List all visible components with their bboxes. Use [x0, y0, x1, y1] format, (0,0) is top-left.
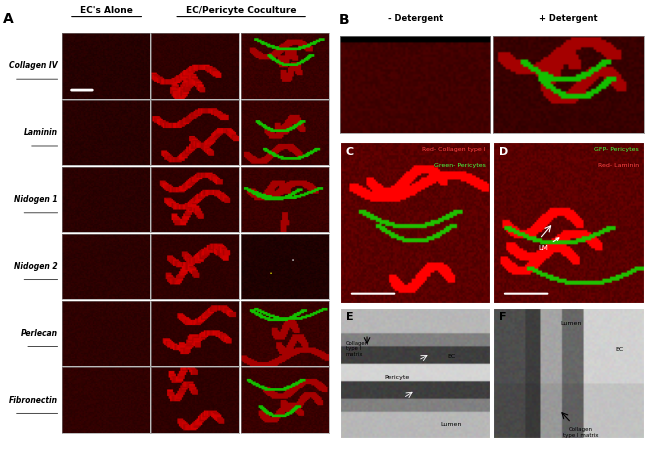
Text: A: A: [3, 12, 14, 26]
Text: B: B: [339, 13, 349, 27]
Text: D: D: [499, 147, 508, 157]
Text: GFP- Pericytes: GFP- Pericytes: [594, 147, 639, 152]
Text: Lumen: Lumen: [560, 321, 582, 326]
Text: Nidogen 2: Nidogen 2: [14, 262, 58, 271]
Text: F: F: [499, 312, 506, 322]
Text: - Detergent: - Detergent: [387, 14, 443, 23]
Text: LM: LM: [538, 238, 559, 251]
Text: Laminin: Laminin: [24, 128, 58, 137]
Text: + Detergent: + Detergent: [539, 14, 597, 23]
Text: EC: EC: [616, 347, 623, 352]
Text: Red- Collagen type I: Red- Collagen type I: [422, 147, 486, 152]
Text: Green- Pericytes: Green- Pericytes: [434, 163, 486, 168]
Text: Red- Laminin: Red- Laminin: [598, 163, 639, 168]
Text: EC: EC: [447, 354, 456, 359]
Text: C: C: [346, 147, 354, 157]
Text: Nidogen 1: Nidogen 1: [14, 195, 58, 204]
Text: EC/Pericyte Coculture: EC/Pericyte Coculture: [186, 6, 296, 15]
Text: EC's Alone: EC's Alone: [80, 6, 133, 15]
Text: Collagen IV: Collagen IV: [9, 62, 58, 70]
Text: Perlecan: Perlecan: [21, 329, 58, 337]
Text: Pericyte: Pericyte: [385, 374, 410, 380]
Text: Collagen
type I
matrix: Collagen type I matrix: [346, 341, 369, 357]
Text: Fibronectin: Fibronectin: [9, 396, 58, 404]
Text: E: E: [346, 312, 354, 322]
Text: Lumen: Lumen: [441, 421, 462, 427]
Text: Collagen
type I matrix: Collagen type I matrix: [562, 427, 598, 438]
